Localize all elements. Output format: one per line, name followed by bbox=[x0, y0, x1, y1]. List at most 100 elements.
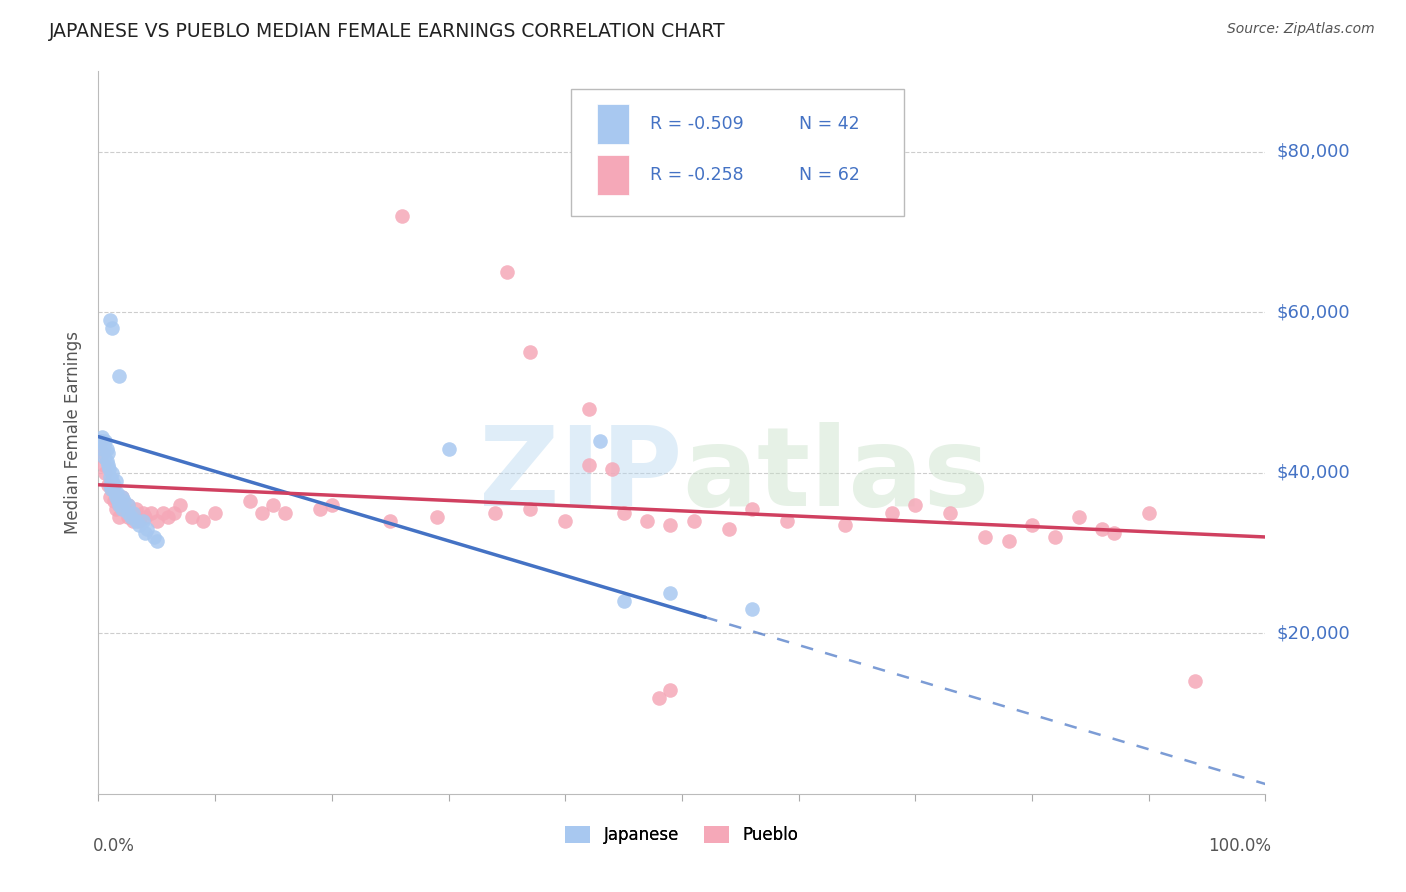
Point bbox=[193, 514, 215, 528]
Point bbox=[108, 510, 131, 524]
Point bbox=[98, 313, 121, 327]
Point bbox=[108, 369, 131, 384]
Point bbox=[93, 437, 115, 451]
Point bbox=[94, 434, 117, 448]
Text: ZIP: ZIP bbox=[478, 423, 682, 530]
Point bbox=[496, 265, 519, 279]
Point bbox=[613, 506, 636, 520]
Point bbox=[98, 490, 121, 504]
Y-axis label: Median Female Earnings: Median Female Earnings bbox=[65, 331, 83, 534]
Point bbox=[880, 506, 903, 520]
Point bbox=[125, 514, 148, 528]
Text: 0.0%: 0.0% bbox=[93, 838, 135, 855]
Point bbox=[101, 482, 124, 496]
Point bbox=[321, 498, 343, 512]
Text: 100.0%: 100.0% bbox=[1208, 838, 1271, 855]
Point bbox=[309, 501, 332, 516]
Point bbox=[93, 458, 115, 472]
Point bbox=[143, 530, 166, 544]
Point bbox=[169, 498, 191, 512]
Point bbox=[1137, 506, 1160, 520]
Point bbox=[659, 682, 682, 697]
FancyBboxPatch shape bbox=[596, 104, 630, 144]
Text: JAPANESE VS PUEBLO MEDIAN FEMALE EARNINGS CORRELATION CHART: JAPANESE VS PUEBLO MEDIAN FEMALE EARNING… bbox=[49, 22, 725, 41]
Point bbox=[1102, 525, 1125, 540]
Point bbox=[132, 514, 155, 528]
Point bbox=[163, 506, 186, 520]
Point bbox=[104, 490, 127, 504]
Point bbox=[120, 506, 142, 520]
Point bbox=[100, 482, 122, 496]
Point bbox=[96, 442, 118, 456]
Point bbox=[157, 510, 180, 524]
Point bbox=[647, 690, 669, 705]
Point bbox=[274, 506, 297, 520]
Point bbox=[97, 458, 120, 472]
Text: N = 42: N = 42 bbox=[799, 115, 859, 133]
Point bbox=[132, 506, 155, 520]
Point bbox=[117, 498, 139, 512]
Point bbox=[636, 514, 658, 528]
Point bbox=[904, 498, 927, 512]
Point bbox=[125, 501, 148, 516]
Point bbox=[111, 490, 134, 504]
Point bbox=[97, 446, 120, 460]
Point bbox=[1045, 530, 1067, 544]
Point bbox=[93, 450, 115, 464]
Point bbox=[391, 209, 413, 223]
Point bbox=[578, 401, 600, 416]
Point bbox=[103, 478, 125, 492]
Point bbox=[136, 522, 159, 536]
Text: $40,000: $40,000 bbox=[1277, 464, 1350, 482]
Point bbox=[600, 462, 623, 476]
Point bbox=[111, 501, 134, 516]
Point bbox=[997, 533, 1019, 548]
Point bbox=[659, 517, 682, 532]
Point bbox=[104, 501, 127, 516]
Point bbox=[146, 514, 169, 528]
Point bbox=[484, 506, 506, 520]
Point bbox=[152, 506, 174, 520]
Point bbox=[262, 498, 284, 512]
Point bbox=[1184, 674, 1206, 689]
Point bbox=[134, 525, 156, 540]
Point bbox=[108, 498, 131, 512]
Point bbox=[834, 517, 856, 532]
Point bbox=[128, 517, 150, 532]
Point bbox=[578, 458, 600, 472]
Point bbox=[939, 506, 962, 520]
Point bbox=[134, 510, 156, 524]
Point bbox=[250, 506, 273, 520]
Text: $80,000: $80,000 bbox=[1277, 143, 1350, 161]
Point bbox=[97, 462, 120, 476]
Point bbox=[104, 490, 127, 504]
Point bbox=[180, 510, 202, 524]
Point bbox=[741, 602, 763, 616]
Text: $20,000: $20,000 bbox=[1277, 624, 1350, 642]
Point bbox=[426, 510, 449, 524]
Text: Source: ZipAtlas.com: Source: ZipAtlas.com bbox=[1227, 22, 1375, 37]
Point bbox=[105, 485, 128, 500]
Point bbox=[101, 321, 124, 335]
Point bbox=[117, 506, 139, 520]
Point bbox=[97, 478, 120, 492]
Point bbox=[96, 453, 118, 467]
Point bbox=[112, 494, 135, 508]
Point bbox=[91, 446, 114, 460]
Point bbox=[104, 485, 127, 500]
Point bbox=[741, 501, 763, 516]
Legend: Japanese, Pueblo: Japanese, Pueblo bbox=[558, 819, 806, 851]
Point bbox=[239, 494, 262, 508]
Point bbox=[122, 506, 145, 520]
Point bbox=[117, 510, 139, 524]
Point bbox=[717, 522, 740, 536]
Point bbox=[380, 514, 402, 528]
Text: R = -0.509: R = -0.509 bbox=[651, 115, 744, 133]
Point bbox=[1067, 510, 1090, 524]
Point bbox=[104, 474, 127, 488]
Text: $60,000: $60,000 bbox=[1277, 303, 1350, 321]
Point bbox=[122, 514, 145, 528]
Text: atlas: atlas bbox=[682, 423, 990, 530]
Point bbox=[120, 510, 142, 524]
Point bbox=[111, 490, 134, 504]
